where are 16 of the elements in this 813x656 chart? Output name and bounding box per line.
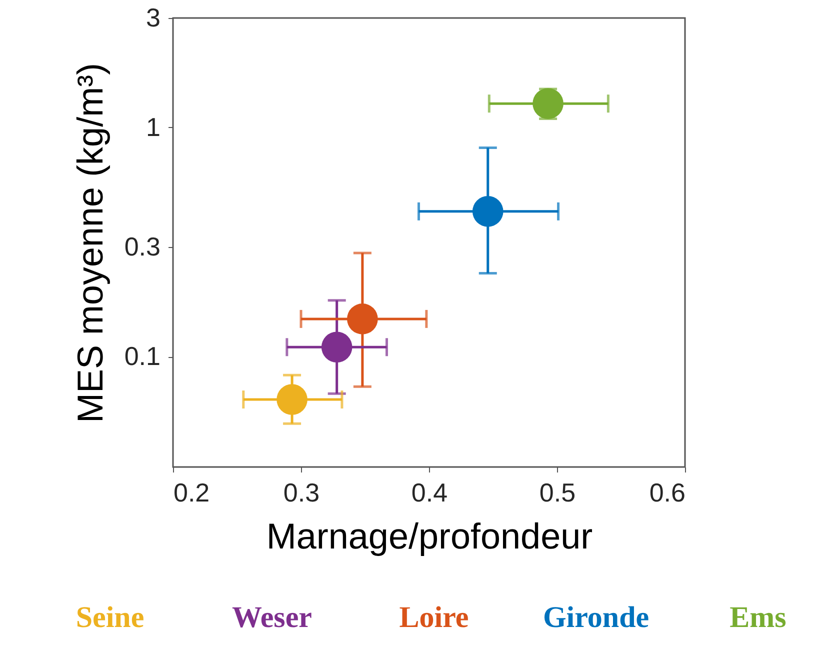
- y-axis-title: MES moyenne (kg/m³): [69, 62, 110, 424]
- y-tick-label: 0.3: [124, 232, 160, 262]
- x-tick-label: 0.2: [174, 478, 210, 508]
- x-axis-title: Marnage/profondeur: [266, 516, 593, 556]
- y-tick-label: 0.1: [124, 341, 160, 372]
- x-tick-label: 0.5: [539, 478, 576, 508]
- text: Gironde: [542, 601, 650, 634]
- text: Weser: [232, 601, 312, 634]
- text: Loire: [399, 601, 469, 634]
- x-tick-label: 0.6: [649, 478, 686, 508]
- y-tick-label: 3: [146, 2, 160, 32]
- text: Seine: [76, 601, 144, 634]
- x-tick-label: 0.4: [411, 478, 448, 508]
- text: Ems: [730, 601, 786, 634]
- y-tick-label: 1: [146, 112, 160, 142]
- x-tick-label: 0.3: [283, 478, 320, 508]
